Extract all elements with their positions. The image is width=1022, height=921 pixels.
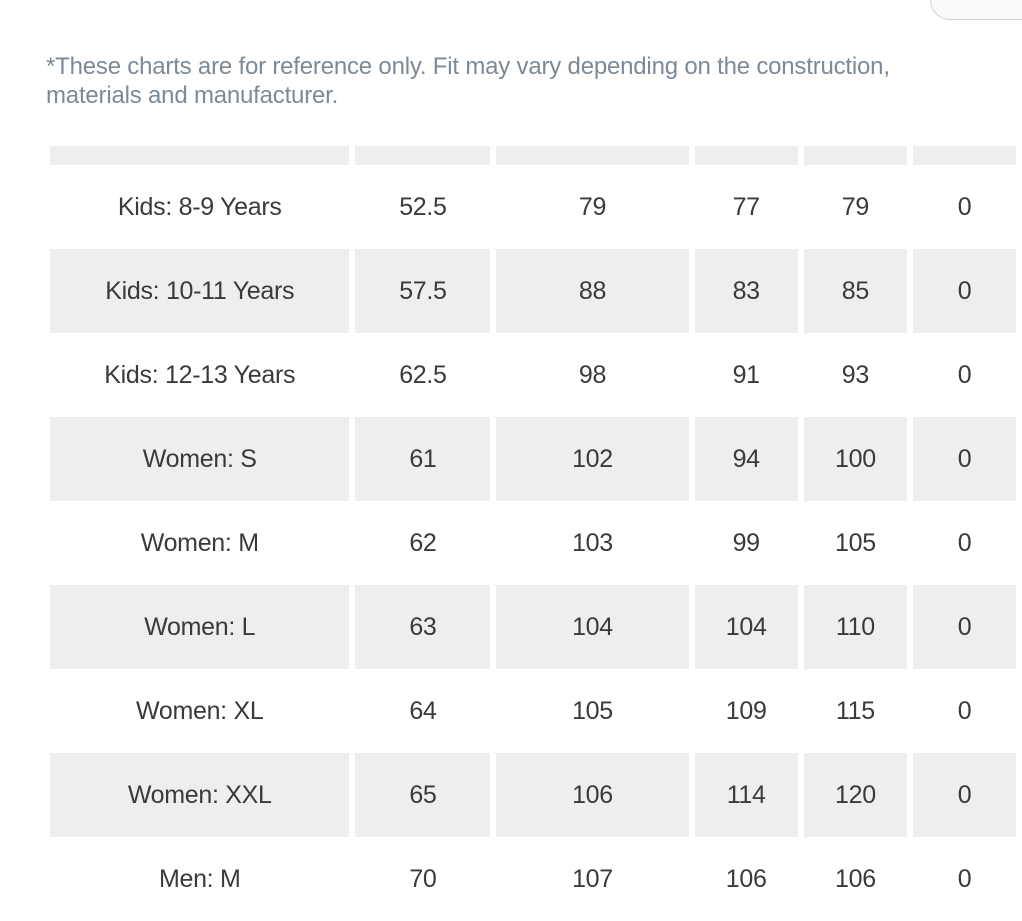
table-cell: 91 xyxy=(694,333,798,417)
table-cell: 106 xyxy=(694,837,798,921)
size-label-cell: Women: XXL xyxy=(50,753,350,837)
table-cell: 52.5 xyxy=(355,165,491,249)
table-cell: 85 xyxy=(803,249,908,333)
table-cell: 62.5 xyxy=(355,333,491,417)
table-cell: 114 xyxy=(694,753,798,837)
header-cell xyxy=(694,146,798,165)
table-cell: 109 xyxy=(694,669,798,753)
header-cell xyxy=(803,146,908,165)
size-chart-table: Kids: 8-9 Years 52.5 79 77 79 0 Kids: 10… xyxy=(44,146,1022,921)
table-cell: 0 xyxy=(913,417,1016,501)
table-cell: 88 xyxy=(496,249,689,333)
table-cell: 70 xyxy=(355,837,491,921)
table-row: Women: S 61 102 94 100 0 xyxy=(50,417,1016,501)
table-cell: 79 xyxy=(496,165,689,249)
table-cell: 0 xyxy=(913,165,1016,249)
table-cell: 94 xyxy=(694,417,798,501)
table-cell: 77 xyxy=(694,165,798,249)
size-label-cell: Men: M xyxy=(50,837,350,921)
table-cell: 102 xyxy=(496,417,689,501)
header-cell xyxy=(496,146,689,165)
header-cell xyxy=(355,146,491,165)
table-cell: 61 xyxy=(355,417,491,501)
table-cell: 98 xyxy=(496,333,689,417)
table-cell: 63 xyxy=(355,585,491,669)
size-label-cell: Kids: 8-9 Years xyxy=(50,165,350,249)
table-cell: 99 xyxy=(694,501,798,585)
table-cell: 115 xyxy=(803,669,908,753)
table-cell: 105 xyxy=(803,501,908,585)
size-label-cell: Women: M xyxy=(50,501,350,585)
table-row: Kids: 10-11 Years 57.5 88 83 85 0 xyxy=(50,249,1016,333)
table-row: Women: M 62 103 99 105 0 xyxy=(50,501,1016,585)
table-cell: 64 xyxy=(355,669,491,753)
size-label-cell: Women: XL xyxy=(50,669,350,753)
table-row: Women: XXL 65 106 114 120 0 xyxy=(50,753,1016,837)
table-cell: 110 xyxy=(803,585,908,669)
size-label-cell: Kids: 12-13 Years xyxy=(50,333,350,417)
table-cell: 104 xyxy=(496,585,689,669)
table-row: Men: M 70 107 106 106 0 xyxy=(50,837,1016,921)
table-row: Women: L 63 104 104 110 0 xyxy=(50,585,1016,669)
size-label-cell: Women: L xyxy=(50,585,350,669)
corner-button[interactable] xyxy=(930,0,1022,20)
table-cell: 79 xyxy=(803,165,908,249)
table-cell: 62 xyxy=(355,501,491,585)
table-row: Kids: 12-13 Years 62.5 98 91 93 0 xyxy=(50,333,1016,417)
size-label-cell: Kids: 10-11 Years xyxy=(50,249,350,333)
table-cell: 104 xyxy=(694,585,798,669)
table-cell: 0 xyxy=(913,669,1016,753)
table-cell: 93 xyxy=(803,333,908,417)
table-cell: 106 xyxy=(803,837,908,921)
table-cell: 100 xyxy=(803,417,908,501)
header-cell xyxy=(913,146,1016,165)
table-cell: 0 xyxy=(913,249,1016,333)
table-cell: 0 xyxy=(913,333,1016,417)
table-cell: 57.5 xyxy=(355,249,491,333)
table-row: Kids: 8-9 Years 52.5 79 77 79 0 xyxy=(50,165,1016,249)
table-cell: 83 xyxy=(694,249,798,333)
table-cell: 105 xyxy=(496,669,689,753)
table-cell: 0 xyxy=(913,753,1016,837)
size-label-cell: Women: S xyxy=(50,417,350,501)
table-cell: 103 xyxy=(496,501,689,585)
header-cell xyxy=(50,146,350,165)
size-chart-disclaimer: *These charts are for reference only. Fi… xyxy=(46,53,890,109)
table-cell: 0 xyxy=(913,585,1016,669)
table-header-row xyxy=(50,146,1016,165)
table-row: Women: XL 64 105 109 115 0 xyxy=(50,669,1016,753)
table-cell: 120 xyxy=(803,753,908,837)
table-cell: 65 xyxy=(355,753,491,837)
table-cell: 107 xyxy=(496,837,689,921)
table-cell: 0 xyxy=(913,501,1016,585)
table-cell: 0 xyxy=(913,837,1016,921)
table-cell: 106 xyxy=(496,753,689,837)
